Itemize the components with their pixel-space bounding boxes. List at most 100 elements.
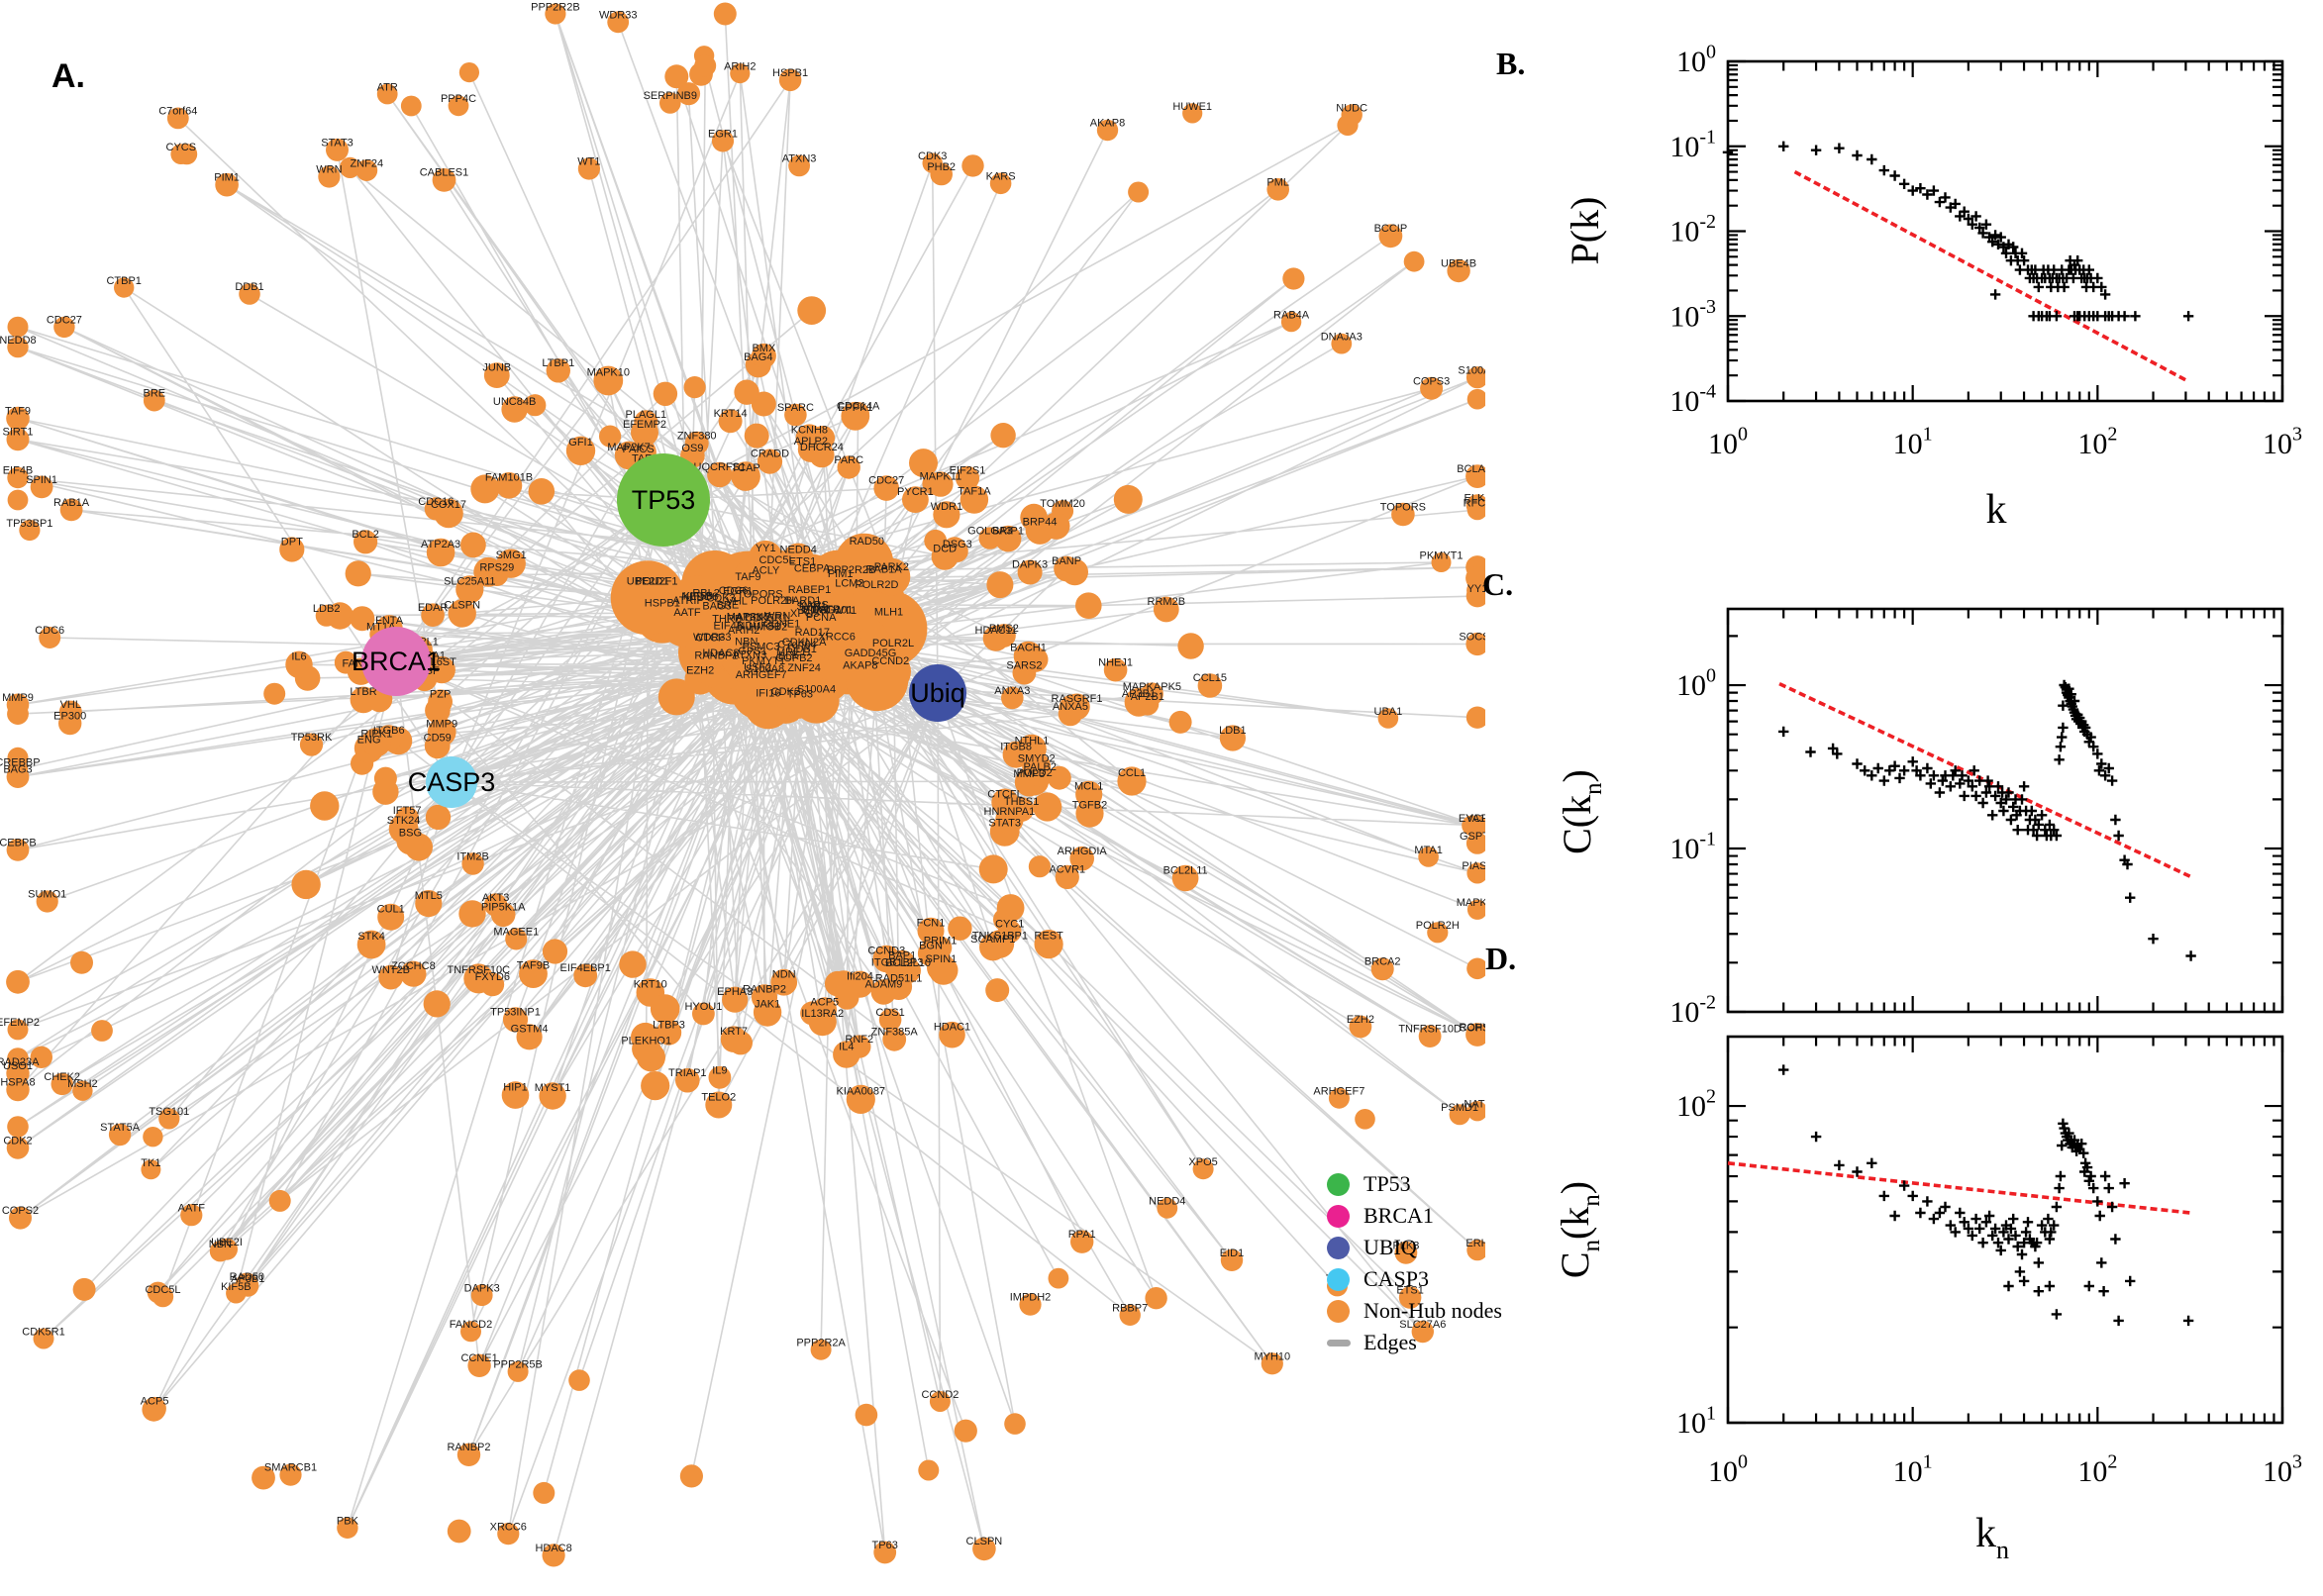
svg-text:PIP5K1A: PIP5K1A bbox=[481, 901, 526, 913]
svg-text:101: 101 bbox=[1893, 1451, 1933, 1489]
svg-text:WDR33: WDR33 bbox=[599, 10, 638, 22]
svg-text:FCN1: FCN1 bbox=[917, 918, 946, 930]
svg-text:ZNF24: ZNF24 bbox=[350, 157, 383, 169]
svg-text:KIF5B: KIF5B bbox=[683, 591, 714, 603]
svg-text:P(k): P(k) bbox=[1563, 197, 1607, 265]
svg-text:RAD17: RAD17 bbox=[795, 627, 830, 639]
svg-text:TP53INP1: TP53INP1 bbox=[490, 1006, 541, 1018]
svg-text:CASP3: CASP3 bbox=[408, 767, 496, 797]
loglog-plots: 100 101 102 10310010-110-210-310-4kP(k)1001… bbox=[1553, 42, 2302, 1564]
svg-text:RANBP2: RANBP2 bbox=[743, 984, 786, 996]
svg-text:CDC27: CDC27 bbox=[47, 315, 82, 327]
svg-text:NDN: NDN bbox=[772, 969, 796, 981]
svg-text:S100A8: S100A8 bbox=[746, 663, 784, 675]
svg-text:SIRT1: SIRT1 bbox=[3, 427, 34, 439]
hub-node-brca1: BRCA1 bbox=[352, 627, 441, 696]
svg-text:CCL15: CCL15 bbox=[1193, 672, 1227, 684]
svg-text:HYOU1: HYOU1 bbox=[684, 1001, 722, 1013]
svg-text:AKAP8: AKAP8 bbox=[843, 660, 877, 672]
svg-text:CDK2: CDK2 bbox=[3, 1136, 32, 1147]
fit-line-b bbox=[1793, 169, 2189, 383]
svg-text:TNFRSF10C: TNFRSF10C bbox=[448, 964, 511, 976]
svg-text:102: 102 bbox=[2077, 1451, 2117, 1489]
hub-node-casp3: CASP3 bbox=[408, 756, 496, 808]
svg-text:ARIH2: ARIH2 bbox=[724, 61, 756, 73]
svg-text:RASGRF1: RASGRF1 bbox=[1052, 693, 1103, 705]
legend: TP53 BRCA1 UBIQ CASP3 Non-Hub nodes Edge… bbox=[1327, 1168, 1654, 1358]
svg-text:HDAC8: HDAC8 bbox=[702, 648, 739, 659]
svg-text:WDR1: WDR1 bbox=[931, 501, 962, 513]
svg-text:KARS: KARS bbox=[799, 600, 829, 612]
svg-text:MMP9: MMP9 bbox=[2, 692, 34, 704]
svg-text:RPA1: RPA1 bbox=[1068, 1229, 1096, 1241]
svg-text:LCM2: LCM2 bbox=[835, 578, 863, 590]
legend-label: BRCA1 bbox=[1364, 1203, 1434, 1228]
svg-text:CDC16: CDC16 bbox=[418, 496, 454, 508]
svg-text:UNC84B: UNC84B bbox=[493, 396, 536, 408]
svg-text:RAB1A: RAB1A bbox=[866, 564, 903, 576]
svg-text:ACP5: ACP5 bbox=[141, 1396, 169, 1408]
legend-label: TP53 bbox=[1364, 1171, 1411, 1196]
svg-text:XRCC6: XRCC6 bbox=[490, 1521, 527, 1533]
svg-text:MMP3: MMP3 bbox=[1013, 768, 1045, 780]
svg-text:AP3B1: AP3B1 bbox=[231, 1273, 264, 1285]
svg-text:GADD45G: GADD45G bbox=[845, 648, 897, 659]
svg-text:RAD50: RAD50 bbox=[230, 1271, 264, 1283]
svg-text:CEBPB: CEBPB bbox=[0, 837, 37, 848]
panel-a-label: A. bbox=[51, 57, 85, 95]
brca1-hub-swatch-icon bbox=[1327, 1204, 1350, 1228]
svg-text:ELK1: ELK1 bbox=[1464, 493, 1485, 505]
svg-text:POLR2H: POLR2H bbox=[751, 595, 794, 607]
svg-text:JAK1: JAK1 bbox=[755, 999, 780, 1011]
svg-text:NHEJ1: NHEJ1 bbox=[1098, 657, 1133, 669]
svg-text:PSMD1: PSMD1 bbox=[1441, 1102, 1478, 1114]
svg-text:102: 102 bbox=[1676, 1086, 1716, 1124]
svg-text:FXYD6: FXYD6 bbox=[475, 971, 510, 983]
svg-text:CDK3: CDK3 bbox=[918, 150, 947, 162]
panel-d-label: D. bbox=[1485, 941, 1517, 976]
svg-text:STAT5A: STAT5A bbox=[100, 1122, 141, 1134]
svg-text:EPPK1: EPPK1 bbox=[838, 402, 872, 414]
svg-text:10-3: 10-3 bbox=[1669, 296, 1716, 334]
svg-text:HDAC1: HDAC1 bbox=[934, 1022, 970, 1034]
svg-text:RAB4A: RAB4A bbox=[1273, 310, 1310, 322]
svg-text:PSMC3: PSMC3 bbox=[743, 642, 780, 653]
plot-panel-b: 100 101 102 103 100 10-1 10-2 10-3 10-4 k P(k) bbox=[1563, 42, 2302, 534]
svg-text:CHEK2: CHEK2 bbox=[44, 1071, 80, 1083]
svg-text:kn: kn bbox=[1975, 1511, 2009, 1564]
svg-text:HDAC8: HDAC8 bbox=[535, 1543, 571, 1554]
svg-text:ATF3: ATF3 bbox=[736, 612, 761, 624]
svg-text:CCND3: CCND3 bbox=[867, 946, 905, 957]
svg-text:TCAP: TCAP bbox=[731, 462, 759, 474]
svg-text:CTBP1: CTBP1 bbox=[106, 275, 141, 287]
svg-text:TK1: TK1 bbox=[141, 1157, 160, 1169]
svg-text:EFEMP2: EFEMP2 bbox=[623, 419, 666, 431]
svg-text:MLH1: MLH1 bbox=[874, 607, 903, 619]
legend-label: Non-Hub nodes bbox=[1364, 1298, 1502, 1323]
svg-text:CD59: CD59 bbox=[424, 733, 452, 745]
svg-text:AKAP8: AKAP8 bbox=[1090, 118, 1125, 130]
svg-text:PML: PML bbox=[1266, 176, 1289, 188]
svg-text:10-4: 10-4 bbox=[1669, 381, 1716, 419]
svg-text:CDK3: CDK3 bbox=[706, 593, 735, 605]
svg-text:BRCA2: BRCA2 bbox=[1364, 956, 1401, 968]
svg-text:ACVR1: ACVR1 bbox=[1049, 864, 1085, 876]
svg-text:SPARC: SPARC bbox=[777, 402, 814, 414]
svg-text:CEBPA: CEBPA bbox=[794, 562, 831, 574]
svg-text:DDB1: DDB1 bbox=[788, 644, 817, 655]
svg-text:BCL2L11: BCL2L11 bbox=[1163, 864, 1208, 876]
svg-text:COPS6: COPS6 bbox=[1459, 1023, 1485, 1035]
svg-text:MAGEE1: MAGEE1 bbox=[493, 927, 539, 939]
svg-text:EDAR: EDAR bbox=[418, 602, 449, 614]
svg-text:POLD2: POLD2 bbox=[1017, 767, 1053, 779]
svg-text:PLEKHO1: PLEKHO1 bbox=[621, 1035, 671, 1047]
svg-text:WRN: WRN bbox=[764, 611, 790, 623]
svg-text:ARHGEF7: ARHGEF7 bbox=[736, 669, 787, 681]
svg-text:CCNE1: CCNE1 bbox=[460, 1352, 497, 1364]
svg-text:RPS29: RPS29 bbox=[479, 562, 514, 574]
svg-text:SUMO1: SUMO1 bbox=[28, 889, 66, 901]
svg-text:CDKN2A: CDKN2A bbox=[782, 637, 827, 648]
svg-text:EGR1: EGR1 bbox=[708, 129, 738, 141]
svg-text:BCL2L10: BCL2L10 bbox=[885, 957, 931, 969]
svg-text:101: 101 bbox=[1893, 424, 1933, 461]
